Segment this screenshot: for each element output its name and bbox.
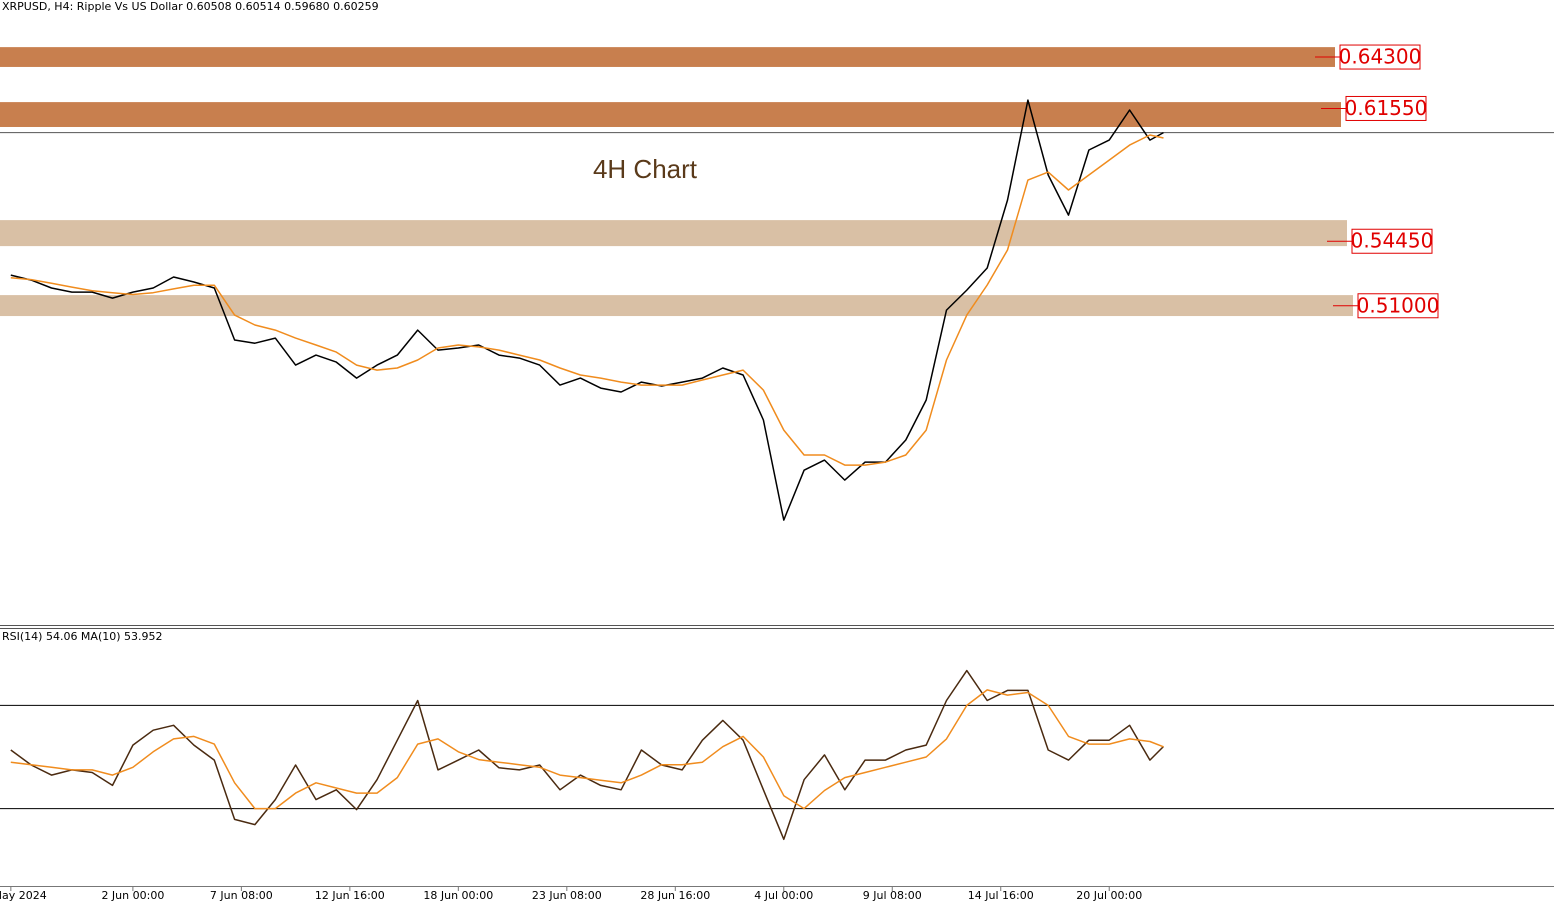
x-tick-label: 7 Jun 08:00 — [210, 889, 273, 902]
level-label-box — [1339, 44, 1421, 70]
x-tick-label: 27 May 2024 — [0, 889, 47, 902]
x-tick-label: 12 Jun 16:00 — [315, 889, 385, 902]
x-tick-label: 20 Jul 00:00 — [1076, 889, 1142, 902]
x-tick-label: 2 Jun 00:00 — [101, 889, 164, 902]
level-label-box — [1351, 228, 1433, 254]
level-label-box — [1357, 293, 1439, 319]
level-label: 0.64300 — [1339, 45, 1422, 69]
level-label-box — [1345, 95, 1427, 121]
annotation: 4H Chart — [593, 154, 698, 184]
chart-title: XRPUSD, H4: Ripple Vs US Dollar 0.60508 … — [2, 0, 379, 13]
level-label: 0.61550 — [1345, 96, 1428, 120]
level-label: 0.51000 — [1357, 293, 1440, 317]
x-tick-label: 18 Jun 00:00 — [423, 889, 493, 902]
indicator-title: RSI(14) 54.06 MA(10) 53.952 — [2, 630, 163, 643]
x-tick-label: 23 Jun 08:00 — [532, 889, 602, 902]
zone — [0, 220, 1347, 247]
zone — [0, 295, 1353, 317]
series-line — [10, 689, 1164, 810]
zone — [0, 47, 1335, 67]
x-tick-label: 28 Jun 16:00 — [640, 889, 710, 902]
x-tick-label: 14 Jul 16:00 — [968, 889, 1034, 902]
level-label: 0.54450 — [1351, 229, 1434, 253]
series-line — [10, 669, 1165, 841]
series-line — [10, 134, 1164, 466]
x-tick-label: 4 Jul 00:00 — [754, 889, 813, 902]
zone — [0, 102, 1341, 127]
x-tick-label: 9 Jul 08:00 — [863, 889, 922, 902]
